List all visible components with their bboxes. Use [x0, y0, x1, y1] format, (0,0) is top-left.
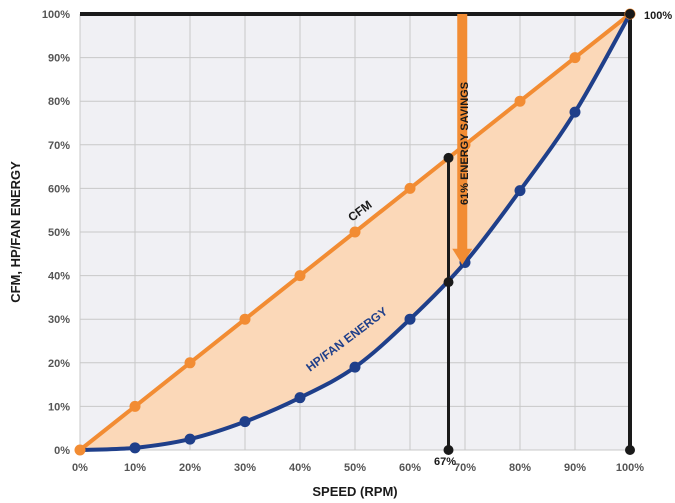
savings-label: 61% ENERGY SAVINGS: [459, 82, 471, 205]
cfm-point: [129, 400, 141, 412]
cfm-point: [569, 52, 581, 64]
x-tick-label: 10%: [124, 462, 146, 474]
y-tick-label: 90%: [48, 53, 70, 65]
y-tick-label: 30%: [48, 314, 70, 326]
energy-point: [239, 416, 251, 428]
x-tick-labels: 0% 10% 20% 30% 40% 50% 60% 70% 80% 90% 100%: [72, 462, 644, 474]
marker-dot-energy: [443, 277, 454, 288]
cfm-point: [294, 270, 306, 282]
energy-point: [184, 433, 196, 445]
x-tick-label: 20%: [179, 462, 201, 474]
energy-line: [79, 13, 632, 452]
x-tick-label: 80%: [509, 462, 531, 474]
y-tick-label: 80%: [48, 96, 70, 108]
energy-point: [514, 185, 526, 197]
y-axis-title: CFM, HP/FAN ENERGY: [8, 161, 23, 303]
y-tick-label: 100%: [42, 9, 70, 21]
y-tick-label: 20%: [48, 358, 70, 370]
marker-dot-cfm: [443, 152, 454, 163]
energy-point: [294, 392, 306, 404]
energy-point: [349, 361, 361, 373]
y-tick-labels: 0% 10% 20% 30% 40% 50% 60% 70% 80% 90% 100%: [42, 9, 70, 457]
cfm-point: [239, 313, 251, 325]
y-tick-label: 10%: [48, 401, 70, 413]
x-tick-label: 60%: [399, 462, 421, 474]
y-tick-label: 70%: [48, 140, 70, 152]
x-axis-title: SPEED (RPM): [312, 484, 397, 499]
marker-dot-top-right: [625, 9, 635, 19]
top-right-label: 100%: [644, 10, 672, 22]
arrow-head: [452, 248, 473, 265]
cfm-point: [184, 357, 196, 369]
y-tick-label: 50%: [48, 227, 70, 239]
savings-arrow: [452, 14, 473, 265]
y-tick-label: 0%: [54, 445, 70, 457]
cfm-points: [74, 8, 636, 456]
y-tick-label: 40%: [48, 271, 70, 283]
cfm-point: [404, 182, 416, 194]
marker-dot-bottom-right: [625, 445, 635, 455]
cfm-point: [349, 226, 361, 238]
energy-point: [569, 106, 581, 118]
x-tick-label: 100%: [616, 462, 644, 474]
x-tick-label: 70%: [454, 462, 476, 474]
x-tick-label: 0%: [72, 462, 88, 474]
x-tick-label: 50%: [344, 462, 366, 474]
y-tick-label: 60%: [48, 183, 70, 195]
x-tick-label: 40%: [289, 462, 311, 474]
cfm-point: [514, 95, 526, 107]
marker-speed-label: 67%: [434, 456, 456, 468]
marker-dot-bottom: [443, 445, 454, 455]
energy-point: [404, 313, 416, 325]
x-tick-label: 90%: [564, 462, 586, 474]
cfm-point: [74, 444, 86, 456]
x-tick-label: 30%: [234, 462, 256, 474]
arrow-shaft: [457, 14, 468, 251]
energy-point: [129, 442, 141, 454]
